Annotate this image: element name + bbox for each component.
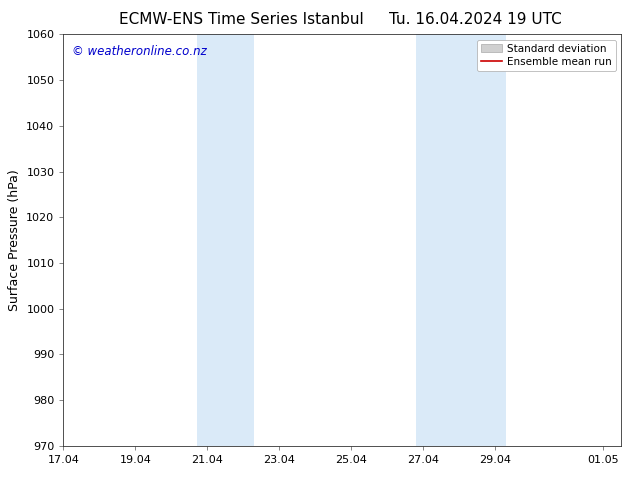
Y-axis label: Surface Pressure (hPa): Surface Pressure (hPa)	[8, 169, 21, 311]
Text: © weatheronline.co.nz: © weatheronline.co.nz	[72, 45, 207, 58]
Bar	[197, 34, 254, 446]
Legend: Standard deviation, Ensemble mean run: Standard deviation, Ensemble mean run	[477, 40, 616, 71]
Bar	[416, 34, 506, 446]
Text: Tu. 16.04.2024 19 UTC: Tu. 16.04.2024 19 UTC	[389, 12, 562, 27]
Text: ECMW-ENS Time Series Istanbul: ECMW-ENS Time Series Istanbul	[119, 12, 363, 27]
